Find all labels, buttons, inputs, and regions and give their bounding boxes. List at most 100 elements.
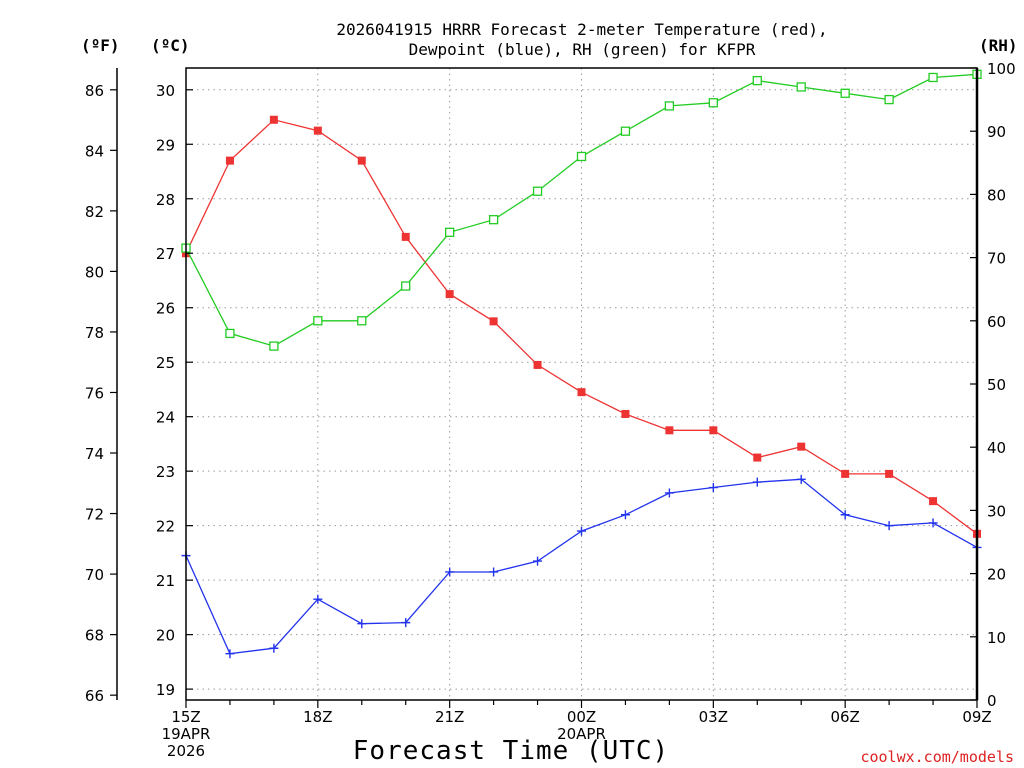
dewpoint-point-14 (796, 474, 806, 484)
celsius-tick-label-2: 21 (156, 572, 175, 590)
rh-point-11 (664, 101, 675, 111)
fahrenheit-tick-label-0: 66 (85, 687, 104, 705)
dewpoint-point-12 (708, 483, 718, 493)
celsius-tick-label-0: 19 (156, 681, 175, 699)
rh-unit-label: (RH) (979, 36, 1018, 55)
dewpoint-point-17 (928, 518, 938, 528)
dewpoint-point-4 (357, 619, 367, 629)
fahrenheit-tick-label-5: 76 (85, 384, 104, 402)
dewpoint-line (185, 478, 978, 655)
rh-point-1 (225, 328, 235, 339)
rh-point-4 (357, 316, 367, 326)
dewpoint-point-5 (401, 618, 411, 628)
celsius-tick-label-1: 20 (156, 627, 175, 645)
dewpoint-point-1 (225, 649, 235, 659)
2-meter-temperature-point-9 (577, 388, 586, 397)
rh-tick-label-10: 100 (987, 60, 1016, 78)
dewpoint-point-2 (269, 643, 279, 653)
rh-point-15 (840, 88, 850, 98)
time-tick-label-6-0: 09Z (962, 708, 991, 726)
celsius-tick-label-8: 27 (156, 245, 175, 263)
rh-point-6 (445, 227, 455, 237)
2-meter-temperature-point-13 (753, 453, 762, 462)
celsius-tick-label-10: 29 (156, 136, 175, 154)
rh-tick-label-8: 80 (987, 186, 1006, 204)
time-tick-label-0-1: 19APR (162, 725, 211, 743)
fahrenheit-unit-label: (ºF) (81, 36, 120, 55)
rh-point-13 (752, 75, 762, 86)
fahrenheit-tick-label-2: 70 (85, 566, 104, 584)
rh-point-3 (313, 316, 323, 326)
dewpoint-point-3 (313, 594, 323, 604)
dewpoint-point-6 (445, 567, 455, 577)
2-meter-temperature-point-12 (709, 426, 718, 435)
rh-tick-label-2: 20 (987, 566, 1006, 584)
rh-tick-label-0: 0 (987, 692, 997, 710)
gridlines (186, 68, 977, 700)
rh-tick-label-4: 40 (987, 439, 1006, 457)
series-layer (181, 69, 982, 659)
2-meter-temperature-point-14 (797, 442, 806, 451)
dewpoint-point-10 (620, 510, 630, 520)
rh-point-7 (488, 215, 499, 225)
celsius-tick-label-11: 30 (156, 82, 175, 100)
x-axis-title: Forecast Time (UTC) (353, 736, 669, 766)
2-meter-temperature-point-11 (665, 426, 674, 435)
time-tick-label-1-0: 18Z (303, 708, 332, 726)
fahrenheit-tick-label-1: 68 (85, 627, 104, 645)
watermark: coolwx.com/models (860, 748, 1014, 766)
rh-point-10 (620, 126, 631, 136)
time-tick-label-2-0: 21Z (435, 708, 464, 726)
rh-tick-label-1: 10 (987, 629, 1006, 647)
celsius-tick-label-4: 23 (156, 463, 175, 481)
dewpoint-point-15 (840, 510, 850, 520)
dewpoint-point-11 (664, 488, 674, 498)
rh-point-5 (401, 281, 411, 291)
2-meter-temperature-point-16 (885, 469, 894, 478)
chart-title: 2026041915 HRRR Forecast 2-meter Tempera… (336, 20, 827, 59)
rh-tick-label-5: 50 (987, 376, 1006, 394)
2-meter-temperature-point-3 (313, 126, 322, 135)
time-tick-label-3-1: 20APR (557, 725, 606, 743)
fahrenheit-tick-label-4: 74 (85, 445, 104, 463)
2-meter-temperature-point-10 (621, 409, 630, 418)
time-tick-label-5-0: 06Z (830, 708, 859, 726)
2-meter-temperature-point-4 (357, 156, 366, 165)
dewpoint-point-8 (533, 556, 543, 566)
fahrenheit-tick-label-3: 72 (85, 506, 104, 524)
rh-tick-label-7: 70 (987, 250, 1006, 268)
rh-point-16 (884, 94, 894, 105)
time-tick-label-3-0: 00Z (567, 708, 596, 726)
celsius-tick-label-3: 22 (156, 518, 175, 536)
rh-point-14 (796, 82, 806, 92)
dewpoint-point-13 (752, 477, 762, 487)
2-meter-temperature-point-6 (445, 290, 454, 299)
2-meter-temperature-point-15 (841, 469, 850, 478)
rh-point-17 (928, 72, 938, 83)
2-meter-temperature-point-1 (225, 156, 234, 165)
celsius-tick-label-7: 26 (156, 300, 175, 318)
rh-tick-label-9: 90 (987, 123, 1006, 141)
rh-tick-label-6: 60 (987, 313, 1006, 331)
rh-tick-label-3: 30 (987, 502, 1006, 520)
celsius-unit-label: (ºC) (151, 36, 190, 55)
dewpoint-point-7 (489, 567, 499, 577)
celsius-tick-label-9: 28 (156, 191, 175, 209)
rh-point-8 (532, 186, 543, 196)
2-meter-temperature-point-7 (489, 317, 498, 326)
2-meter-temperature-point-17 (929, 497, 938, 506)
time-tick-label-0-0: 15Z (171, 708, 200, 726)
2-meter-temperature-point-5 (401, 232, 410, 241)
chart-title-line-1: 2026041915 HRRR Forecast 2-meter Tempera… (336, 20, 827, 39)
rh-point-12 (708, 98, 718, 108)
celsius-tick-label-6: 25 (156, 354, 175, 372)
time-tick-label-0-2: 2026 (167, 742, 205, 760)
fahrenheit-tick-label-7: 80 (85, 263, 104, 281)
rh-point-9 (576, 151, 587, 162)
2-meter-temperature-point-2 (269, 115, 278, 124)
fahrenheit-tick-label-6: 78 (85, 324, 104, 342)
time-tick-label-4-0: 03Z (699, 708, 728, 726)
rh-point-2 (269, 341, 279, 351)
axis-ticks: 19 20 21 22 23 24 25 26 27 28 29 30 66 68 70 72 74 76 78 80… (85, 60, 1016, 760)
